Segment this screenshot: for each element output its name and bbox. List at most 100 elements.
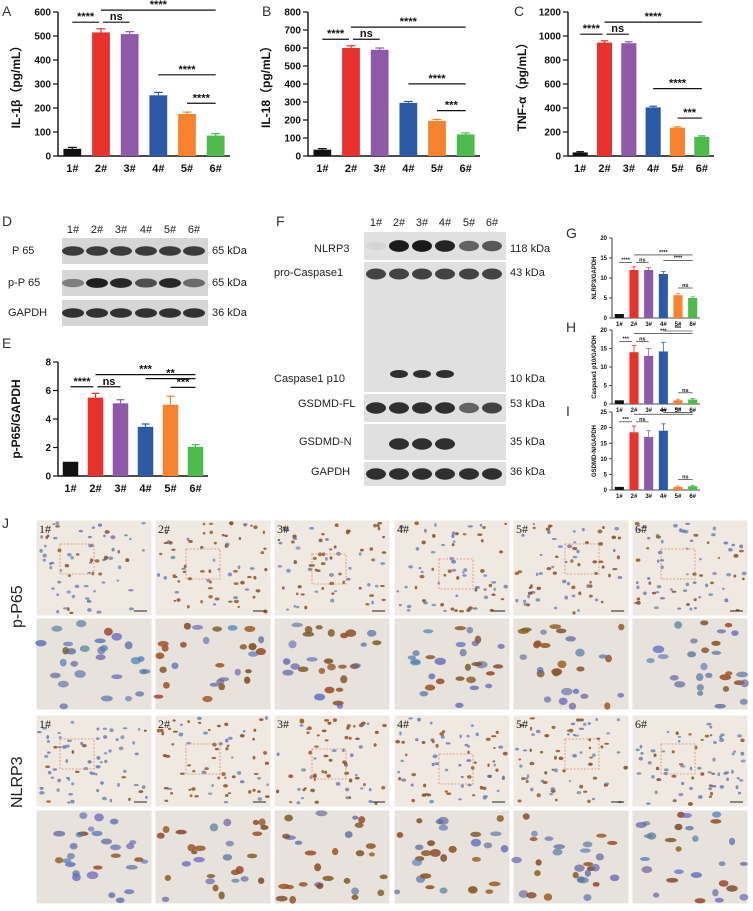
ihc-cell	[710, 819, 722, 824]
ihc-cell	[548, 525, 552, 529]
ihc-cell	[329, 556, 333, 560]
ihc-cell	[553, 755, 557, 760]
significance-label: ns	[360, 28, 373, 40]
ihc-cell	[350, 753, 354, 758]
ihc-cell	[46, 751, 51, 754]
ihc-cell	[228, 521, 234, 526]
ihc-cell	[462, 574, 467, 577]
ihc-cell	[427, 840, 436, 847]
ihc-cell	[248, 651, 259, 657]
ihc-cell	[600, 745, 604, 749]
ihc-cell	[124, 534, 128, 537]
blot-band	[482, 468, 502, 480]
ihc-cell	[208, 595, 213, 599]
ihc-cell	[200, 600, 203, 604]
ihc-cell	[374, 730, 379, 734]
zoom-region-box	[660, 743, 696, 775]
blot-band	[435, 468, 455, 480]
y-tick-label: 0	[45, 472, 51, 483]
ihc-cell	[348, 736, 352, 740]
ihc-cell	[183, 622, 191, 630]
panel-letter-f: F	[276, 213, 285, 229]
ihc-cell	[231, 775, 236, 779]
ihc-cell	[456, 576, 460, 580]
ihc-cell	[100, 838, 113, 845]
zoom-region-box	[438, 558, 474, 590]
ihc-cell	[614, 526, 620, 531]
ihc-cell	[276, 789, 280, 794]
ihc-cell	[470, 831, 482, 837]
y-axis-label: TNF-α（pg/mL）	[514, 37, 529, 132]
ihc-cell	[335, 687, 344, 692]
lane-label: 2#	[91, 224, 104, 236]
blot-band	[135, 278, 157, 288]
ihc-cell	[545, 527, 551, 531]
ihc-cell	[511, 856, 522, 864]
ihc-cell	[94, 638, 106, 644]
ihc-cell	[579, 718, 584, 722]
ihc-cell	[95, 765, 101, 769]
lane-label: 5#	[164, 224, 177, 236]
ihc-sample-label: 4#	[397, 717, 409, 731]
x-tick-label: 2#	[95, 163, 107, 175]
ihc-cell	[434, 657, 446, 666]
ihc-cell	[464, 743, 469, 747]
ihc-cell	[284, 814, 294, 822]
ihc-cell	[164, 874, 172, 882]
ihc-cell	[550, 789, 556, 793]
x-tick-label: 4#	[139, 483, 151, 495]
ihc-cell	[555, 749, 561, 753]
ihc-cell	[420, 850, 432, 857]
ihc-cell	[259, 718, 264, 722]
ihc-cell	[310, 564, 315, 567]
significance-label: ns	[639, 336, 645, 342]
ihc-cell	[536, 586, 541, 591]
ihc-cell	[164, 799, 169, 803]
ihc-cell	[639, 744, 643, 749]
ihc-cell	[299, 724, 304, 727]
ihc-cell	[414, 585, 418, 590]
ihc-cell	[406, 604, 412, 609]
ihc-cell	[101, 796, 107, 801]
ihc-cell	[324, 770, 328, 774]
y-tick-label: 200	[284, 116, 301, 127]
ihc-cell	[117, 565, 122, 570]
ihc-cell	[322, 875, 334, 881]
ihc-cell	[91, 830, 103, 837]
ihc-cell	[594, 598, 599, 602]
ihc-cell	[324, 686, 335, 694]
ihc-cell	[674, 681, 686, 688]
ihc-cell	[414, 521, 419, 526]
ihc-cell	[307, 567, 313, 572]
ihc-cell	[306, 657, 318, 662]
ihc-cell	[467, 525, 473, 528]
ihc-cell	[358, 745, 363, 749]
ihc-cell	[138, 790, 144, 793]
ihc-cell	[324, 739, 329, 742]
blot-kda-label: 35 kDa	[510, 436, 546, 448]
ihc-cell	[358, 586, 362, 590]
ihc-cell	[646, 536, 651, 540]
ihc-cell	[225, 840, 234, 847]
ihc-cell	[669, 588, 673, 591]
x-tick-label: 3#	[645, 494, 652, 500]
ihc-cell	[687, 651, 697, 658]
significance-label: ns	[639, 417, 645, 423]
bar	[614, 314, 624, 318]
ihc-cell	[408, 717, 413, 720]
panel-letter-b: B	[262, 3, 271, 19]
ihc-cell	[174, 591, 180, 594]
lane-label: 1#	[370, 217, 383, 229]
significance-label: ***	[622, 336, 629, 342]
ihc-cell	[415, 738, 419, 742]
ihc-cell	[222, 854, 233, 861]
ihc-cell	[440, 854, 448, 862]
blot-strip	[364, 262, 506, 392]
ihc-cell	[302, 788, 306, 792]
ihc-cell	[577, 877, 589, 884]
ihc-cell	[45, 765, 51, 769]
ihc-cell	[578, 727, 585, 731]
ihc-cell	[80, 741, 84, 746]
ihc-cell	[677, 735, 682, 738]
ihc-cell	[529, 717, 535, 720]
